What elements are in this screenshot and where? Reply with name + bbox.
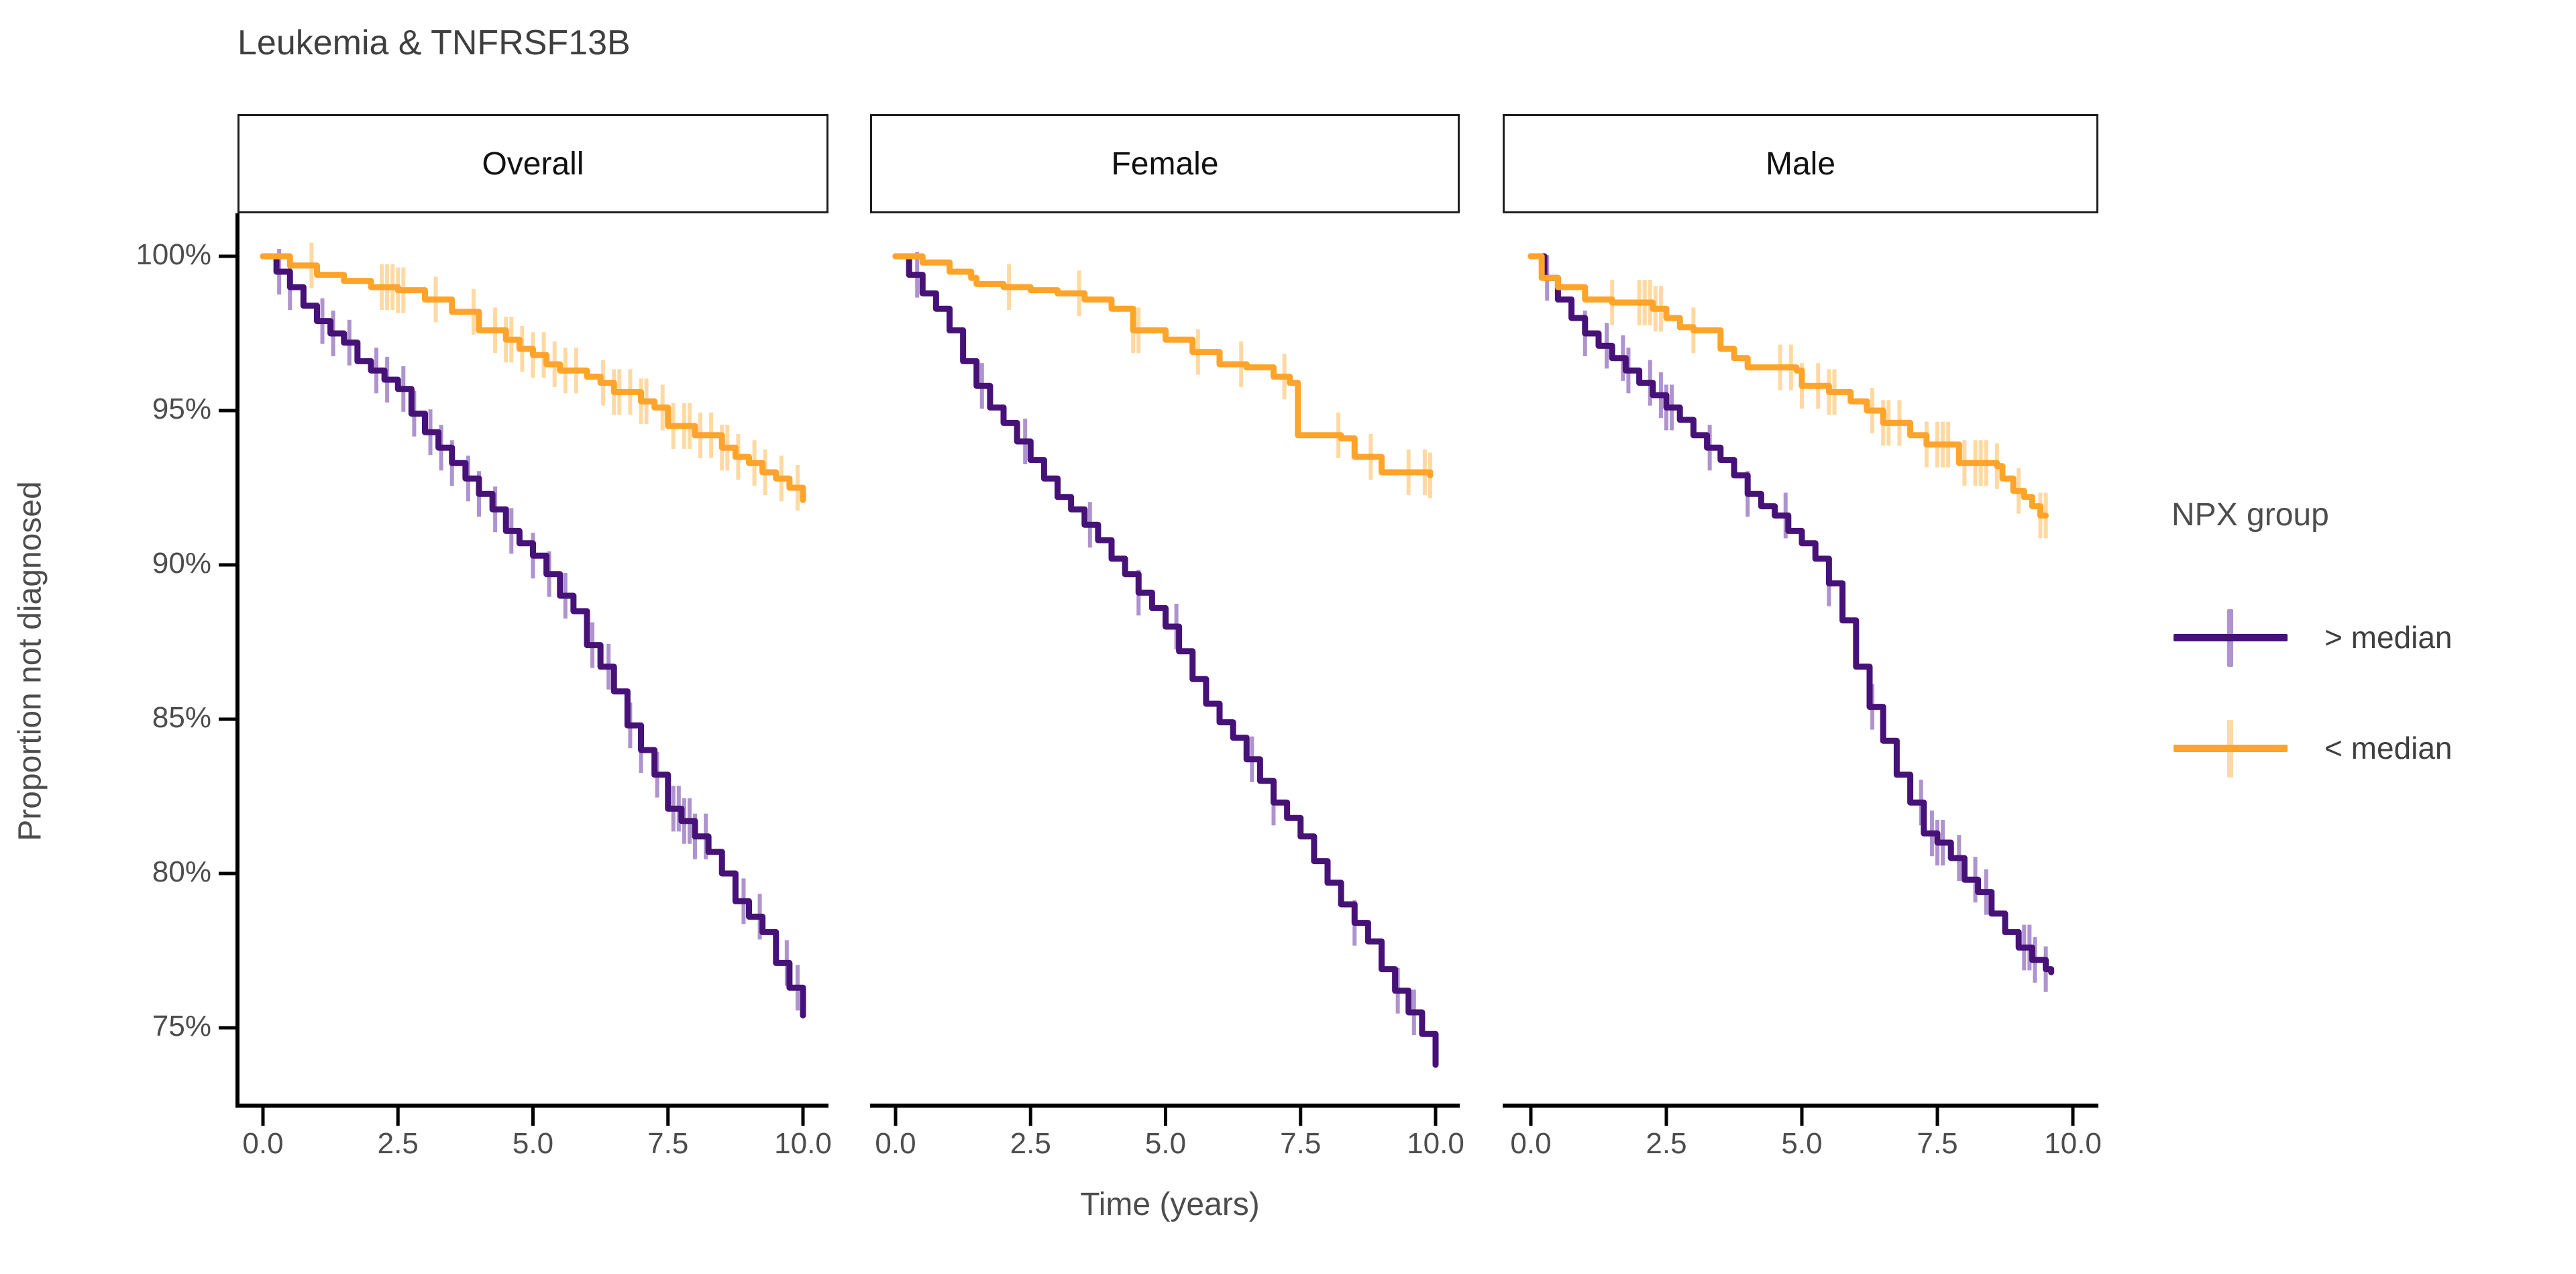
x-tick-label: 5.0 — [1781, 1127, 1823, 1160]
survival-curve — [260, 253, 806, 503]
x-tick-label: 5.0 — [1144, 1127, 1187, 1160]
x-tick-label: 10.0 — [2044, 1127, 2102, 1160]
facet-strip-overall: Overall — [237, 114, 828, 213]
facet-label-female: Female — [1111, 146, 1219, 182]
y-axis-title: Proportion not diagnosed — [12, 481, 48, 841]
x-tick-label: 0.0 — [242, 1127, 284, 1160]
x-tick-label: 7.5 — [647, 1127, 689, 1160]
facet-label-overall: Overall — [482, 146, 584, 182]
gt-median-key-icon — [2174, 597, 2288, 678]
legend-label-lt-median: < median — [2324, 731, 2453, 765]
survival-curve — [892, 253, 1439, 1068]
y-tick-label: 90% — [152, 547, 211, 580]
survival-curve — [1527, 253, 2055, 975]
x-tick-label: 2.5 — [1010, 1127, 1051, 1160]
x-tick-label: 0.0 — [1510, 1127, 1552, 1160]
legend-item-lt-median: < median — [2163, 708, 2566, 788]
facet-strip-female: Female — [870, 114, 1460, 213]
facet-strip-male: Male — [1503, 114, 2098, 213]
lt-median-key-icon — [2174, 708, 2288, 788]
x-axis-title: Time (years) — [1080, 1187, 1260, 1222]
y-tick-label: 80% — [152, 855, 211, 888]
survival-curve — [892, 253, 1434, 479]
survival-curve — [260, 253, 806, 1019]
facet-label-male: Male — [1765, 146, 1836, 182]
x-tick-label: 0.0 — [875, 1127, 916, 1160]
x-tick-label: 5.0 — [512, 1127, 554, 1160]
y-tick-label: 100% — [136, 238, 211, 271]
y-tick-label: 75% — [152, 1010, 211, 1043]
survival-line-glyph — [2174, 634, 2288, 641]
legend-label-gt-median: > median — [2324, 620, 2453, 655]
x-tick-label: 10.0 — [774, 1127, 832, 1160]
y-tick-label: 95% — [152, 392, 211, 425]
x-tick-label: 10.0 — [1407, 1127, 1464, 1160]
legend-item-gt-median: > median — [2163, 597, 2566, 678]
chart-title: Leukemia & TNFRSF13B — [237, 23, 631, 62]
x-tick-label: 7.5 — [1280, 1127, 1322, 1160]
legend-title: NPX group — [2171, 497, 2329, 533]
x-tick-label: 2.5 — [1646, 1127, 1687, 1160]
x-tick-label: 2.5 — [377, 1127, 419, 1160]
y-tick-label: 85% — [152, 701, 211, 734]
survival-curve — [1527, 253, 2049, 519]
x-tick-label: 7.5 — [1917, 1127, 1958, 1160]
survival-line-glyph — [2174, 745, 2288, 752]
